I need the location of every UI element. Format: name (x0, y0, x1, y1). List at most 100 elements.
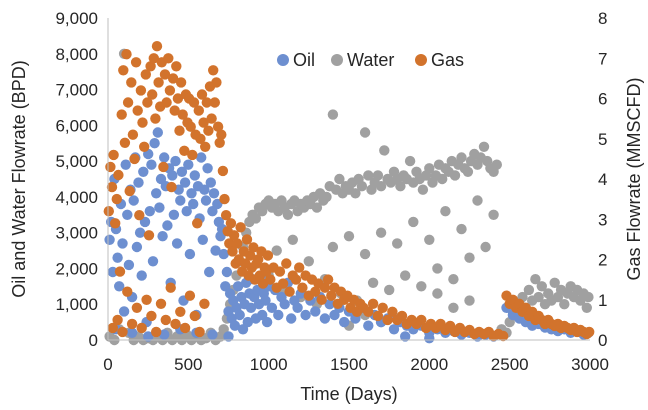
gas-data-point (214, 137, 225, 148)
oil-data-point (123, 259, 135, 271)
water-data-point (581, 302, 592, 313)
gas-data-point (290, 274, 302, 285)
gas-data-point (106, 181, 118, 193)
y2-tick-label: 1 (598, 291, 607, 310)
oil-data-point (208, 188, 220, 199)
gas-data-point (208, 65, 219, 76)
oil-data-point (204, 266, 215, 278)
water-data-point (464, 295, 475, 306)
water-data-point (472, 195, 483, 206)
gas-data-point (174, 125, 185, 136)
water-data-point (448, 274, 459, 285)
oil-data-point (310, 306, 321, 317)
oil-data-point (120, 159, 131, 170)
gas-data-point (171, 61, 182, 72)
x-tick-label: 0 (103, 355, 112, 374)
oil-data-point (207, 329, 218, 340)
gas-data-point (175, 306, 186, 317)
gas-data-point (134, 210, 145, 221)
gas-data-point (184, 290, 196, 301)
y-tick-label: 3,000 (55, 224, 98, 243)
gas-data-point (367, 298, 379, 309)
gas-data-point (170, 318, 181, 330)
oil-data-point (144, 206, 155, 217)
gas-data-point (196, 89, 208, 100)
water-data-point (549, 277, 560, 288)
gas-data-point (211, 77, 222, 88)
gas-data-point (396, 310, 408, 322)
oil-data-point (197, 234, 208, 245)
gas-data-point (179, 145, 190, 156)
gas-data-point (126, 318, 138, 330)
gas-data-point (387, 306, 398, 317)
gas-data-point (155, 298, 167, 309)
y-tick-label: 6,000 (55, 116, 98, 135)
gas-data-point (187, 149, 198, 161)
oil-data-point (183, 159, 194, 170)
gas-data-point (193, 105, 204, 116)
gas-data-point (294, 262, 305, 273)
gas-data-point (129, 153, 140, 165)
water-data-point (334, 173, 345, 185)
gas-data-point (165, 282, 176, 293)
gas-data-point (164, 85, 176, 96)
x-axis-title: Time (Days) (300, 384, 397, 404)
gas-data-point (172, 93, 184, 104)
oil-data-point (292, 302, 303, 313)
water-data-point (359, 127, 371, 138)
y-tick-label: 1,000 (55, 295, 98, 314)
water-data-point (408, 216, 419, 228)
gas-data-point (326, 290, 337, 301)
water-data-point (356, 181, 368, 192)
gas-data-point (146, 310, 157, 322)
water-data-point (424, 163, 435, 174)
gas-data-point (189, 310, 200, 322)
y-tick-label: 0 (89, 331, 98, 350)
oil-data-point (149, 138, 160, 149)
y2-tick-label: 7 (598, 49, 607, 68)
gas-data-point (253, 254, 264, 265)
y-tick-label: 8,000 (55, 45, 98, 64)
oil-data-point (261, 316, 273, 328)
gas-data-point (140, 69, 151, 80)
gas-data-point (322, 274, 334, 285)
oil-data-point (147, 256, 159, 267)
oil-data-point (424, 333, 435, 344)
gas-data-point (131, 302, 143, 313)
gas-data-point (117, 326, 128, 338)
gas-data-point (112, 314, 123, 326)
gas-data-point (111, 193, 123, 205)
gas-data-point (108, 149, 119, 161)
y-tick-labels: 0 1,000 2,000 3,000 4,000 5,000 6,000 7,… (55, 9, 98, 350)
water-data-point (456, 223, 467, 235)
water-data-point (367, 277, 379, 288)
oil-data-point (189, 170, 200, 181)
gas-data-point (122, 97, 134, 108)
gas-data-point (248, 242, 259, 253)
oil-data-point (152, 127, 163, 138)
x-tick-label: 1000 (250, 355, 288, 374)
gas-data-point (151, 41, 163, 52)
oil-data-point (154, 202, 165, 213)
gas-data-point (126, 77, 137, 88)
y2-tick-label: 8 (598, 9, 607, 28)
gas-data-point (498, 330, 509, 342)
gas-data-point (192, 218, 203, 229)
gas-data-point (110, 218, 121, 229)
oil-data-point (188, 198, 199, 210)
water-data-point (456, 152, 467, 163)
oil-data-point (223, 331, 234, 342)
gas-data-point (201, 97, 212, 108)
oil-data-point (279, 299, 290, 310)
water-data-point (327, 241, 339, 253)
oil-data-point (202, 163, 213, 174)
oil-data-point (286, 313, 297, 324)
water-data-point (375, 181, 387, 192)
oil-data-point (186, 188, 197, 199)
plot-markers (103, 41, 595, 346)
x-tick-label: 3000 (571, 355, 609, 374)
water-data-point (400, 270, 411, 281)
gas-data-point (132, 105, 143, 116)
oil-data-point (176, 166, 188, 177)
gas-data-point (382, 314, 393, 326)
